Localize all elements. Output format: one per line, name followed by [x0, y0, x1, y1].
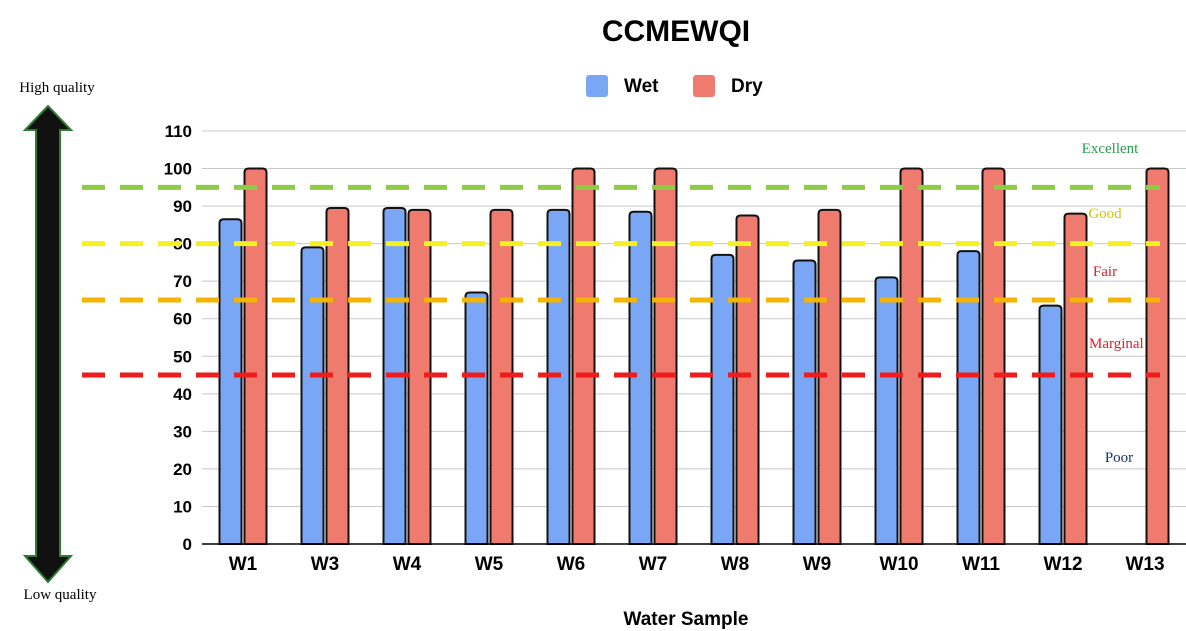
bar-dry-w7: [653, 167, 678, 545]
bar-wet-w3: [300, 246, 325, 545]
y-axis-ticks: 0 10 20 30 40 50 60 70 80 90 100 110: [164, 122, 192, 554]
x-tick-label: W7: [639, 554, 668, 575]
y-tick-label: 60: [173, 310, 192, 329]
bar-dry-w13: [1145, 167, 1170, 545]
bar-wet-w12: [1038, 304, 1063, 545]
y-tick-label: 50: [173, 347, 192, 366]
bar-dry-w3: [325, 206, 350, 545]
chart-title: CCMEWQI: [602, 15, 750, 48]
y-tick-label: 40: [173, 385, 192, 404]
y-tick-label: 20: [173, 460, 192, 479]
x-axis-ticks: W1 W3 W4 W5 W6 W7 W8 W9 W10 W11 W12 W13: [229, 554, 1165, 575]
gridlines: [202, 130, 1186, 507]
bar-dry-w12: [1063, 212, 1088, 545]
bar-dry-w6: [571, 167, 596, 545]
bar-dry-w10: [899, 167, 924, 545]
legend-swatch-dry: [693, 75, 715, 97]
y-tick-label: 10: [173, 497, 192, 516]
x-tick-label: W12: [1043, 554, 1082, 575]
band-label-good: Good: [1088, 206, 1122, 222]
legend-label-wet: Wet: [624, 76, 659, 97]
x-tick-label: W4: [393, 554, 422, 575]
x-axis-title: Water Sample: [624, 609, 749, 630]
bar-dry-w11: [981, 167, 1006, 545]
x-tick-label: W8: [721, 554, 750, 575]
x-tick-label: W13: [1125, 554, 1164, 575]
bar-wet-w9: [792, 259, 817, 545]
band-label-poor: Poor: [1105, 450, 1133, 466]
x-tick-label: W6: [557, 554, 586, 575]
legend: Wet Dry: [586, 75, 763, 97]
bar-wet-w11: [956, 250, 981, 545]
y-tick-label: 110: [165, 122, 192, 141]
x-tick-label: W3: [311, 554, 340, 575]
y-tick-label: 80: [173, 235, 192, 254]
y-tick-label: 100: [164, 160, 192, 179]
band-label-excellent: Excellent: [1082, 141, 1139, 157]
band-label-fair: Fair: [1093, 264, 1117, 280]
bar-wet-w5: [464, 291, 489, 545]
y-tick-label: 30: [173, 422, 192, 441]
high-quality-label: High quality: [19, 80, 95, 96]
x-tick-label: W11: [962, 554, 1000, 575]
band-labels: Excellent Good Fair Marginal Poor: [1082, 141, 1144, 466]
x-tick-label: W10: [879, 554, 918, 575]
low-quality-label: Low quality: [24, 587, 97, 603]
double-arrow-icon: [22, 104, 74, 584]
legend-label-dry: Dry: [731, 76, 763, 97]
bar-dry-w9: [817, 208, 842, 545]
y-tick-label: 70: [173, 272, 192, 291]
bar-dry-w4: [407, 208, 432, 545]
y-tick-label: 0: [183, 535, 192, 554]
bar-wet-w8: [710, 253, 735, 545]
bar-dry-w1: [243, 167, 268, 545]
bar-dry-w8: [735, 214, 760, 545]
threshold-lines: [82, 184, 1160, 378]
bar-wet-w1: [218, 218, 243, 545]
x-tick-label: W5: [475, 554, 504, 575]
quality-arrow: High quality Low quality: [19, 80, 97, 603]
x-tick-label: W1: [229, 554, 258, 575]
bar-wet-w7: [628, 210, 653, 545]
band-label-marginal: Marginal: [1089, 336, 1144, 352]
bar-wet-w10: [874, 276, 899, 545]
y-tick-label: 90: [173, 197, 192, 216]
x-tick-label: W9: [803, 554, 832, 575]
legend-swatch-wet: [586, 75, 608, 97]
